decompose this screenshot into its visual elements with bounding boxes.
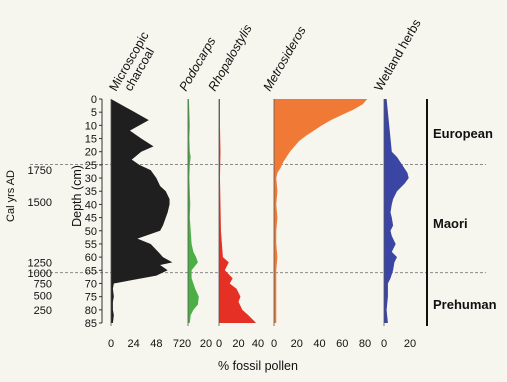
depth-tick-label: 75 bbox=[85, 292, 97, 304]
series-header-label: Wetland herbs bbox=[371, 17, 423, 94]
depth-tick-label: 10 bbox=[85, 120, 97, 132]
zone-label: Prehuman bbox=[433, 297, 497, 312]
series-area-5 bbox=[384, 99, 409, 323]
age-tick-label: 1000 bbox=[28, 268, 52, 280]
x-tick-label: 20 bbox=[200, 338, 212, 350]
depth-tick-label: 80 bbox=[85, 305, 97, 317]
x-tick-label: 40 bbox=[252, 338, 264, 350]
age-axis-label: Cal yrs AD bbox=[5, 170, 17, 222]
depth-tick-label: 65 bbox=[85, 265, 97, 277]
age-tick-label: 1500 bbox=[28, 197, 52, 209]
series-header-label: Metrosideros bbox=[260, 24, 308, 94]
depth-tick-label: 45 bbox=[85, 213, 97, 225]
x-tick-label: 20 bbox=[291, 338, 303, 350]
depth-tick-label: 15 bbox=[85, 134, 97, 146]
depth-tick-label: 5 bbox=[91, 107, 97, 119]
age-tick-label: 500 bbox=[34, 290, 52, 302]
x-axis-label: % fossil pollen bbox=[218, 359, 298, 373]
depth-tick-label: 85 bbox=[85, 318, 97, 330]
depth-tick-label: 0 bbox=[91, 94, 97, 106]
series-header-label: Rhopalostylis bbox=[205, 22, 254, 93]
depth-tick-label: 20 bbox=[85, 147, 97, 159]
x-tick-label: 40 bbox=[313, 338, 325, 350]
zone-label: Maori bbox=[433, 216, 468, 231]
series-area-3 bbox=[219, 99, 257, 323]
x-tick-label: 0 bbox=[271, 338, 277, 350]
age-tick-label: 750 bbox=[34, 278, 52, 290]
x-tick-label: 0 bbox=[108, 338, 114, 350]
x-tick-label: 24 bbox=[128, 338, 140, 350]
series-area-1 bbox=[111, 99, 173, 323]
x-tick-label: 48 bbox=[150, 338, 162, 350]
zone-label: European bbox=[433, 126, 493, 141]
depth-tick-label: 70 bbox=[85, 278, 97, 290]
age-tick-label: 1250 bbox=[28, 257, 52, 269]
x-tick-label: 20 bbox=[404, 338, 416, 350]
depth-tick-label: 30 bbox=[85, 173, 97, 185]
x-tick-label: 60 bbox=[336, 338, 348, 350]
x-tick-label: 0 bbox=[381, 338, 387, 350]
x-tick-label: 0 bbox=[216, 338, 222, 350]
age-tick-label: 1750 bbox=[28, 165, 52, 177]
x-tick-label: 80 bbox=[359, 338, 371, 350]
depth-tick-label: 60 bbox=[85, 252, 97, 264]
depth-tick-label: 50 bbox=[85, 226, 97, 238]
depth-axis-label: Depth (cm) bbox=[70, 165, 84, 227]
depth-tick-label: 55 bbox=[85, 239, 97, 251]
x-tick-label: 20 bbox=[232, 338, 244, 350]
age-tick-label: 250 bbox=[34, 305, 52, 317]
series-area-2 bbox=[188, 99, 199, 323]
x-tick-label: 72 bbox=[173, 338, 185, 350]
depth-tick-label: 25 bbox=[85, 160, 97, 172]
x-tick-label: 0 bbox=[185, 338, 191, 350]
depth-tick-label: 35 bbox=[85, 186, 97, 198]
series-area-4 bbox=[274, 99, 368, 323]
depth-tick-label: 40 bbox=[85, 199, 97, 211]
